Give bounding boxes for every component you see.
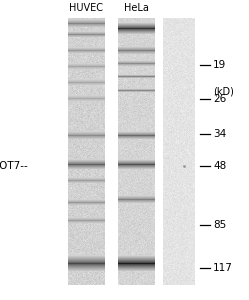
Text: CNOT7--: CNOT7--: [0, 161, 28, 171]
Text: 34: 34: [213, 129, 226, 139]
Text: HUVEC: HUVEC: [69, 3, 104, 13]
Text: 117: 117: [213, 262, 233, 273]
Text: 19: 19: [213, 60, 226, 70]
Text: HeLa: HeLa: [124, 3, 149, 13]
Text: 85: 85: [213, 220, 226, 230]
Text: (kD): (kD): [213, 86, 234, 96]
Text: 26: 26: [213, 94, 226, 104]
Text: 48: 48: [213, 161, 226, 171]
